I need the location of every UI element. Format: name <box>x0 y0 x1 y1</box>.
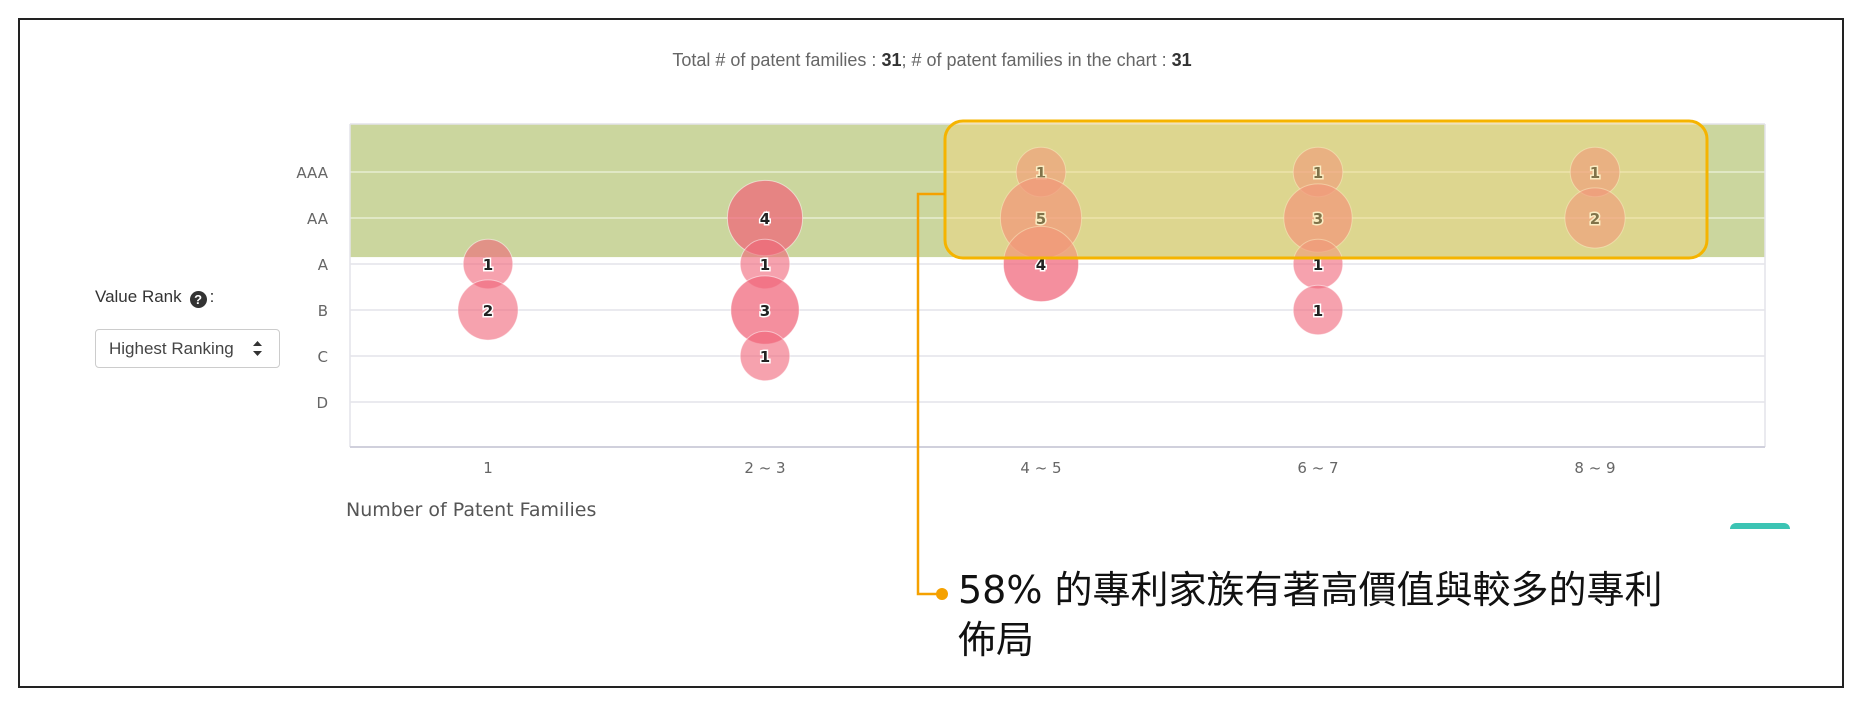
bubble-point: 1 <box>739 238 791 290</box>
y-tick-label-d: D <box>316 394 328 412</box>
bubble <box>739 330 791 382</box>
total-value: 31 <box>881 50 902 70</box>
bubble-label: 1 <box>760 256 770 274</box>
bubble-label: 3 <box>760 302 770 320</box>
bubble-point: 1 <box>1569 146 1621 198</box>
bubble-label: 1 <box>483 256 493 274</box>
callout-dot <box>936 588 948 600</box>
total-label: Total # of patent families : <box>672 50 882 70</box>
bubble-label: 1 <box>1313 256 1323 274</box>
y-tick-label-b: B <box>318 302 328 320</box>
value-rank-text: Value Rank <box>95 287 182 306</box>
bubble-point: 4 <box>1002 225 1080 303</box>
sort-icon <box>252 330 263 381</box>
x-tick-label: 2 ~ 3 <box>744 459 785 477</box>
annotation-text: 58% 的專利家族有著高價值與較多的專利佈局 <box>958 568 1663 662</box>
bubble <box>1292 284 1344 336</box>
bubble <box>1002 225 1080 303</box>
bubble-point: 1 <box>739 330 791 382</box>
x-axis-title: Number of Patent Families <box>346 499 596 521</box>
bubble-label: 2 <box>483 302 493 320</box>
y-tick-label-a: A <box>318 256 329 274</box>
y-tick-label-aa: AA <box>307 210 329 228</box>
bubble <box>457 279 519 341</box>
chart-count-value: 31 <box>1171 50 1192 70</box>
bubble-label: 1 <box>1313 302 1323 320</box>
bubble-label: 3 <box>1313 210 1323 228</box>
bubble-label: 2 <box>1590 210 1600 228</box>
summary-separator: ; <box>901 50 912 70</box>
callout-line <box>916 192 945 596</box>
x-tick-label: 6 ~ 7 <box>1297 459 1338 477</box>
bubble-label: 4 <box>760 210 770 228</box>
value-rank-label: Value Rank?: <box>95 287 214 308</box>
bubble-point: 1 <box>1292 238 1344 290</box>
bubble-label: 5 <box>1036 210 1046 228</box>
bubble-point: 3 <box>730 275 800 345</box>
bubble-point: 2 <box>457 279 519 341</box>
chart-count-label: # of patent families in the chart : <box>911 50 1172 70</box>
highlight-box <box>943 119 1709 260</box>
bubble-point: 1 <box>1292 284 1344 336</box>
bubble-point: 2 <box>1564 187 1626 249</box>
bubble-label: 4 <box>1036 256 1046 274</box>
value-rank-select[interactable]: Highest Ranking <box>95 329 280 368</box>
x-tick-label: 1 <box>483 459 493 477</box>
floating-button-edge[interactable] <box>1730 523 1790 529</box>
x-tick-label: 8 ~ 9 <box>1574 459 1615 477</box>
bubble-label: 1 <box>1590 164 1600 182</box>
value-rank-colon: : <box>209 287 215 306</box>
value-rank-selected: Highest Ranking <box>109 339 234 358</box>
y-tick-label-c: C <box>318 348 328 366</box>
bubble-point: 3 <box>1283 183 1353 253</box>
bubble-label: 1 <box>1313 164 1323 182</box>
bubble <box>1564 187 1626 249</box>
bubble-label: 1 <box>760 348 770 366</box>
x-tick-label: 4 ~ 5 <box>1020 459 1061 477</box>
bubble-point: 1 <box>1292 146 1344 198</box>
y-tick-label-aaa: AAA <box>296 164 328 182</box>
bubble-point: 1 <box>462 238 514 290</box>
chart-summary: Total # of patent families : 31; # of pa… <box>0 50 1864 71</box>
help-icon[interactable]: ? <box>189 291 207 308</box>
